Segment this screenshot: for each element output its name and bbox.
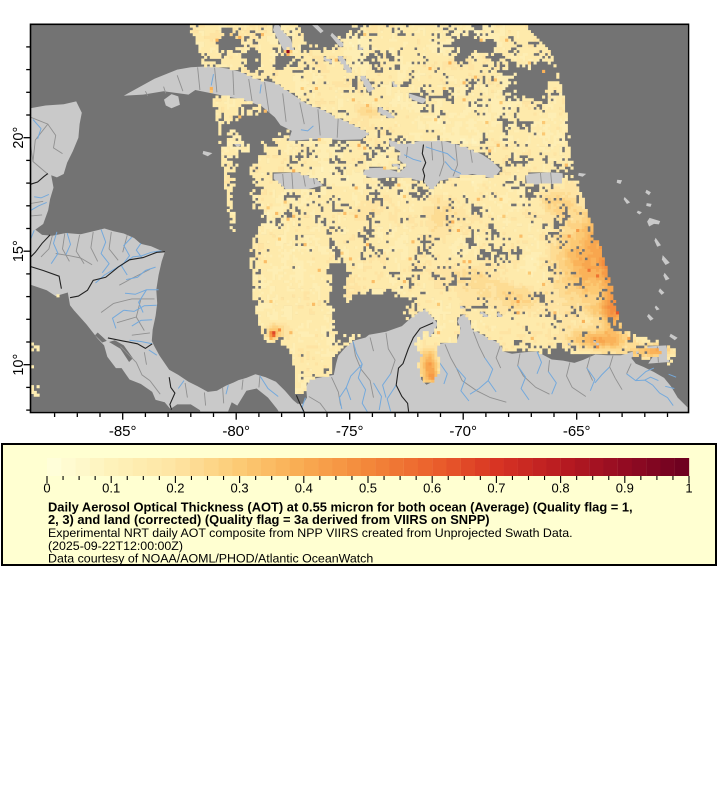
svg-text:0.7: 0.7 <box>487 481 505 496</box>
svg-text:1: 1 <box>685 481 692 496</box>
svg-text:-80°: -80° <box>222 423 250 440</box>
svg-text:0: 0 <box>43 481 50 496</box>
svg-text:0.2: 0.2 <box>166 481 184 496</box>
svg-text:(2025-09-22T12:00:00Z): (2025-09-22T12:00:00Z) <box>48 539 183 553</box>
svg-text:15°: 15° <box>11 240 27 262</box>
svg-text:2, 3) and land (corrected) (Qu: 2, 3) and land (corrected) (Quality flag… <box>48 512 490 527</box>
svg-text:Experimental NRT daily AOT com: Experimental NRT daily AOT composite fro… <box>48 526 573 540</box>
svg-text:0.8: 0.8 <box>552 481 570 496</box>
svg-text:-75°: -75° <box>336 423 364 440</box>
svg-text:20°: 20° <box>11 127 27 149</box>
svg-text:0.5: 0.5 <box>359 481 377 496</box>
svg-text:Daily Aerosol Optical Thicknes: Daily Aerosol Optical Thickness (AOT) at… <box>48 499 633 514</box>
svg-text:-85°: -85° <box>109 423 137 440</box>
svg-text:0.4: 0.4 <box>295 481 313 496</box>
svg-text:-70°: -70° <box>449 423 477 440</box>
svg-text:Data courtesy of NOAA/AOML/PHO: Data courtesy of NOAA/AOML/PHOD/Atlantic… <box>48 552 373 566</box>
svg-text:0.3: 0.3 <box>231 481 249 496</box>
svg-text:0.9: 0.9 <box>616 481 634 496</box>
svg-text:-65°: -65° <box>563 423 591 440</box>
svg-text:10°: 10° <box>11 354 27 376</box>
svg-text:0.6: 0.6 <box>423 481 441 496</box>
svg-text:0.1: 0.1 <box>102 481 120 496</box>
